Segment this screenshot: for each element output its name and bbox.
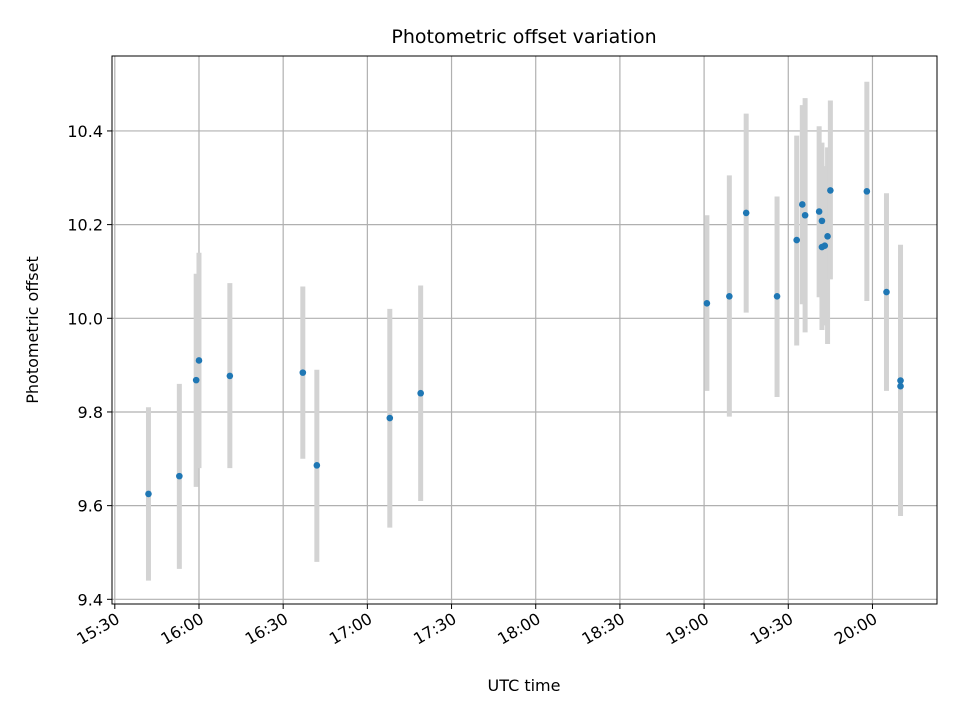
data-point	[192, 376, 200, 384]
data-point	[703, 300, 711, 307]
data-point	[195, 357, 203, 364]
chart-title: Photometric offset variation	[391, 26, 656, 48]
data-point	[801, 211, 809, 219]
data-point	[897, 382, 904, 390]
data-point	[793, 236, 800, 244]
data-point	[818, 217, 826, 225]
data-point	[897, 377, 904, 384]
data-point	[313, 462, 321, 469]
plot-area-frame	[111, 55, 938, 605]
data-point	[417, 389, 424, 397]
y-tick-label: 10.2	[67, 216, 103, 235]
data-point	[726, 292, 733, 300]
data-point	[742, 209, 750, 217]
data-point	[299, 369, 307, 376]
y-tick-label: 10.0	[67, 309, 103, 328]
y-axis-title: Photometric offset	[23, 256, 42, 404]
data-point	[773, 292, 781, 300]
data-point	[824, 233, 831, 240]
data-point	[226, 372, 234, 380]
data-point	[176, 472, 183, 480]
data-points	[145, 187, 904, 498]
y-axis: 9.4 9.6 9.8 10.0 10.2 10.4	[67, 122, 112, 609]
x-axis-title: UTC time	[488, 676, 561, 695]
data-point	[145, 490, 152, 498]
data-point	[827, 187, 834, 194]
grid	[112, 56, 937, 604]
y-tick-label: 9.8	[78, 403, 103, 422]
data-point	[386, 414, 394, 422]
data-point	[799, 201, 806, 208]
data-point	[821, 242, 829, 249]
data-point	[883, 288, 890, 296]
data-point	[815, 208, 823, 215]
y-tick-label: 10.4	[67, 122, 103, 141]
y-tick-label: 9.4	[78, 590, 103, 609]
data-point	[863, 188, 871, 195]
y-tick-label: 9.6	[78, 497, 103, 516]
